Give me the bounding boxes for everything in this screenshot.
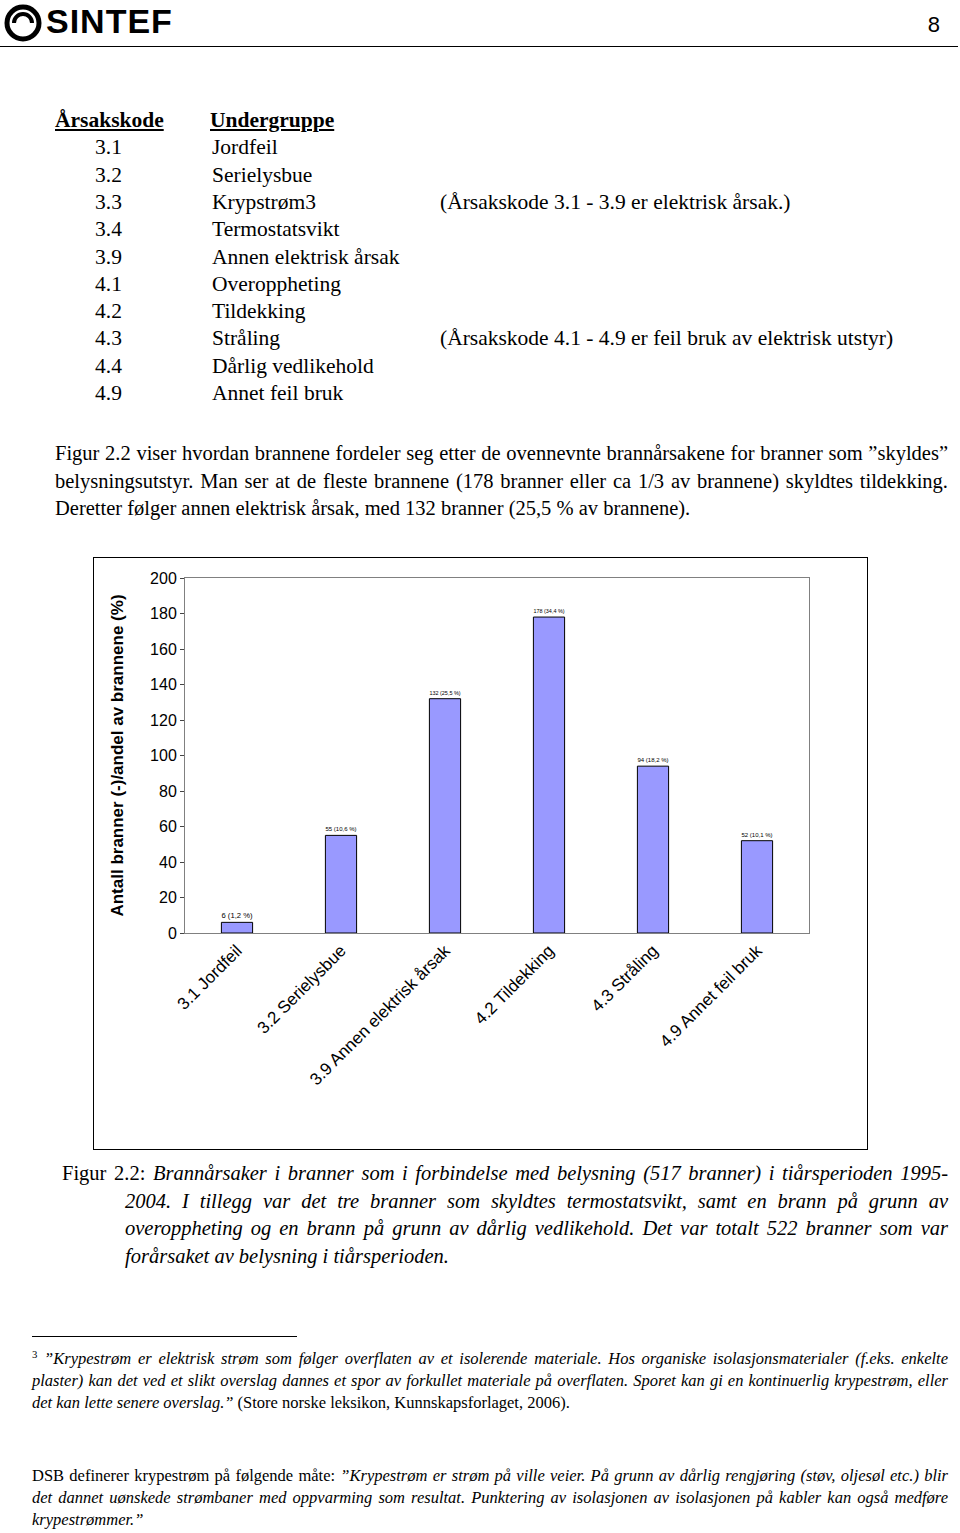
html-text:Overoppheting: Overoppheting [212, 271, 341, 296]
html-text:Tildekking: Tildekking [212, 299, 306, 324]
html-text:4.9: 4.9 [95, 381, 122, 405]
html-text:3.2: 3.2 [95, 162, 122, 187]
html-text:4.2: 4.2 [95, 299, 122, 324]
html-text:Figur 2.2: Brannårsaker i bran: Figur 2.2: Brannårsaker i branner som i … [62, 1162, 948, 1267]
svg-text:3.9 Annen elektrisk årsak: 3.9 Annen elektrisk årsak [306, 941, 454, 1089]
html-text:3 ”Krypestrøm er elektrisk str: 3 ”Krypestrøm er elektrisk strøm som føl… [32, 1347, 948, 1412]
svg-text:3.1 Jordfeil: 3.1 Jordfeil [174, 941, 246, 1013]
html-text:Årsakskode: Årsakskode [55, 108, 164, 132]
html-text:Serielysbue: Serielysbue [212, 162, 313, 187]
html-text:DSB definerer krypestrøm på fø: DSB definerer krypestrøm på følgende måt… [32, 1466, 948, 1529]
svg-text:160: 160 [150, 641, 177, 658]
svg-text:4.2 Tildekking: 4.2 Tildekking [471, 941, 558, 1028]
svg-text:120: 120 [150, 712, 177, 729]
html-text:Figur 2.2 viser hvordan branne: Figur 2.2 viser hvordan brannene fordele… [55, 442, 948, 519]
html-text:3.1: 3.1 [95, 135, 122, 160]
svg-text:94 (18,2 %): 94 (18,2 %) [637, 757, 668, 763]
svg-text:180: 180 [150, 605, 177, 622]
html-text:Annet feil bruk: Annet feil bruk [212, 381, 344, 405]
svg-text:200: 200 [150, 570, 177, 587]
html-text:3.4: 3.4 [95, 217, 122, 242]
svg-text:3.2 Serielysbue: 3.2 Serielysbue [254, 941, 350, 1037]
svg-text:55 (10,6 %): 55 (10,6 %) [325, 826, 356, 832]
svg-text:100: 100 [150, 747, 177, 764]
html-text:Stråling: Stråling [212, 326, 281, 351]
html-text:SINTEF: SINTEF [46, 2, 173, 40]
svg-text:0: 0 [168, 925, 177, 942]
svg-text:Antall branner (-)/andel av br: Antall branner (-)/andel av brannene (%) [108, 594, 127, 916]
html-text:4.1: 4.1 [95, 271, 122, 296]
svg-text:80: 80 [159, 783, 177, 800]
html-text:Jordfeil: Jordfeil [212, 135, 278, 160]
html-text:(Årsakskode 3.1 - 3.9 er elekt: (Årsakskode 3.1 - 3.9 er elektrisk årsak… [440, 189, 791, 214]
html-text:8: 8 [927, 12, 940, 37]
svg-text:6 (1,2 %): 6 (1,2 %) [221, 911, 253, 920]
html-text:Annen elektrisk årsak: Annen elektrisk årsak [212, 244, 400, 269]
svg-text:140: 140 [150, 676, 177, 693]
html-text:Krypstrøm 3: Krypstrøm 3 [212, 189, 316, 214]
html-text:(Årsakskode 4.1 - 4.9 er feil: (Årsakskode 4.1 - 4.9 er feil bruk av el… [440, 326, 894, 351]
svg-text:40: 40 [159, 854, 177, 871]
svg-text:132 (25,5 %): 132 (25,5 %) [429, 690, 460, 696]
svg-text:4.3 Stråling: 4.3 Stråling [588, 941, 662, 1015]
svg-text:4.9 Annet feil bruk: 4.9 Annet feil bruk [656, 941, 766, 1051]
html-text:Termostatsvikt: Termostatsvikt [212, 217, 340, 242]
svg-text:178 (34,4 %): 178 (34,4 %) [533, 608, 564, 614]
html-text:Undergruppe: Undergruppe [210, 108, 335, 132]
html-text:3.9: 3.9 [95, 244, 122, 269]
svg-text:20: 20 [159, 889, 177, 906]
svg-text:52 (10,1 %): 52 (10,1 %) [741, 832, 772, 838]
html-text:4.4: 4.4 [95, 353, 122, 378]
svg-text:60: 60 [159, 818, 177, 835]
html-text:3.3: 3.3 [95, 189, 122, 214]
html-text:Dårlig vedlikehold: Dårlig vedlikehold [212, 353, 374, 378]
html-text:4.3: 4.3 [95, 326, 122, 351]
